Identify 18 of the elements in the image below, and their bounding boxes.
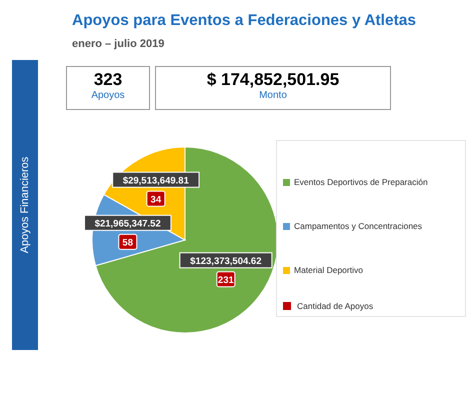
text: 231 [218, 274, 234, 286]
data-label: $123,373,504.62 [190, 256, 262, 267]
data-label: $29,513,649.81 [122, 175, 190, 186]
legend-label: Campamentos y Concentraciones [294, 221, 422, 231]
chart-subtitle: enero – julio 2019 [72, 38, 164, 50]
text: Cantidad de Apoyos [297, 301, 374, 311]
text: Apoyos [90, 90, 126, 101]
data-label: $21,965,347.52 [94, 218, 161, 230]
text: Apoyos Financieros [19, 156, 31, 254]
legend-label: Eventos Deportivos de Preparación [294, 177, 428, 187]
text: $ 174,852,501.95 [206, 70, 340, 90]
legend-label: Material Deportivo [294, 265, 363, 275]
chart-title: Apoyos para Eventos a Federaciones y Atletas [72, 12, 416, 30]
text: 58 [122, 237, 134, 248]
text: 323 [92, 70, 124, 90]
pie-slice [95, 146, 276, 334]
text: 34 [150, 194, 162, 206]
text: Monto [258, 90, 288, 101]
